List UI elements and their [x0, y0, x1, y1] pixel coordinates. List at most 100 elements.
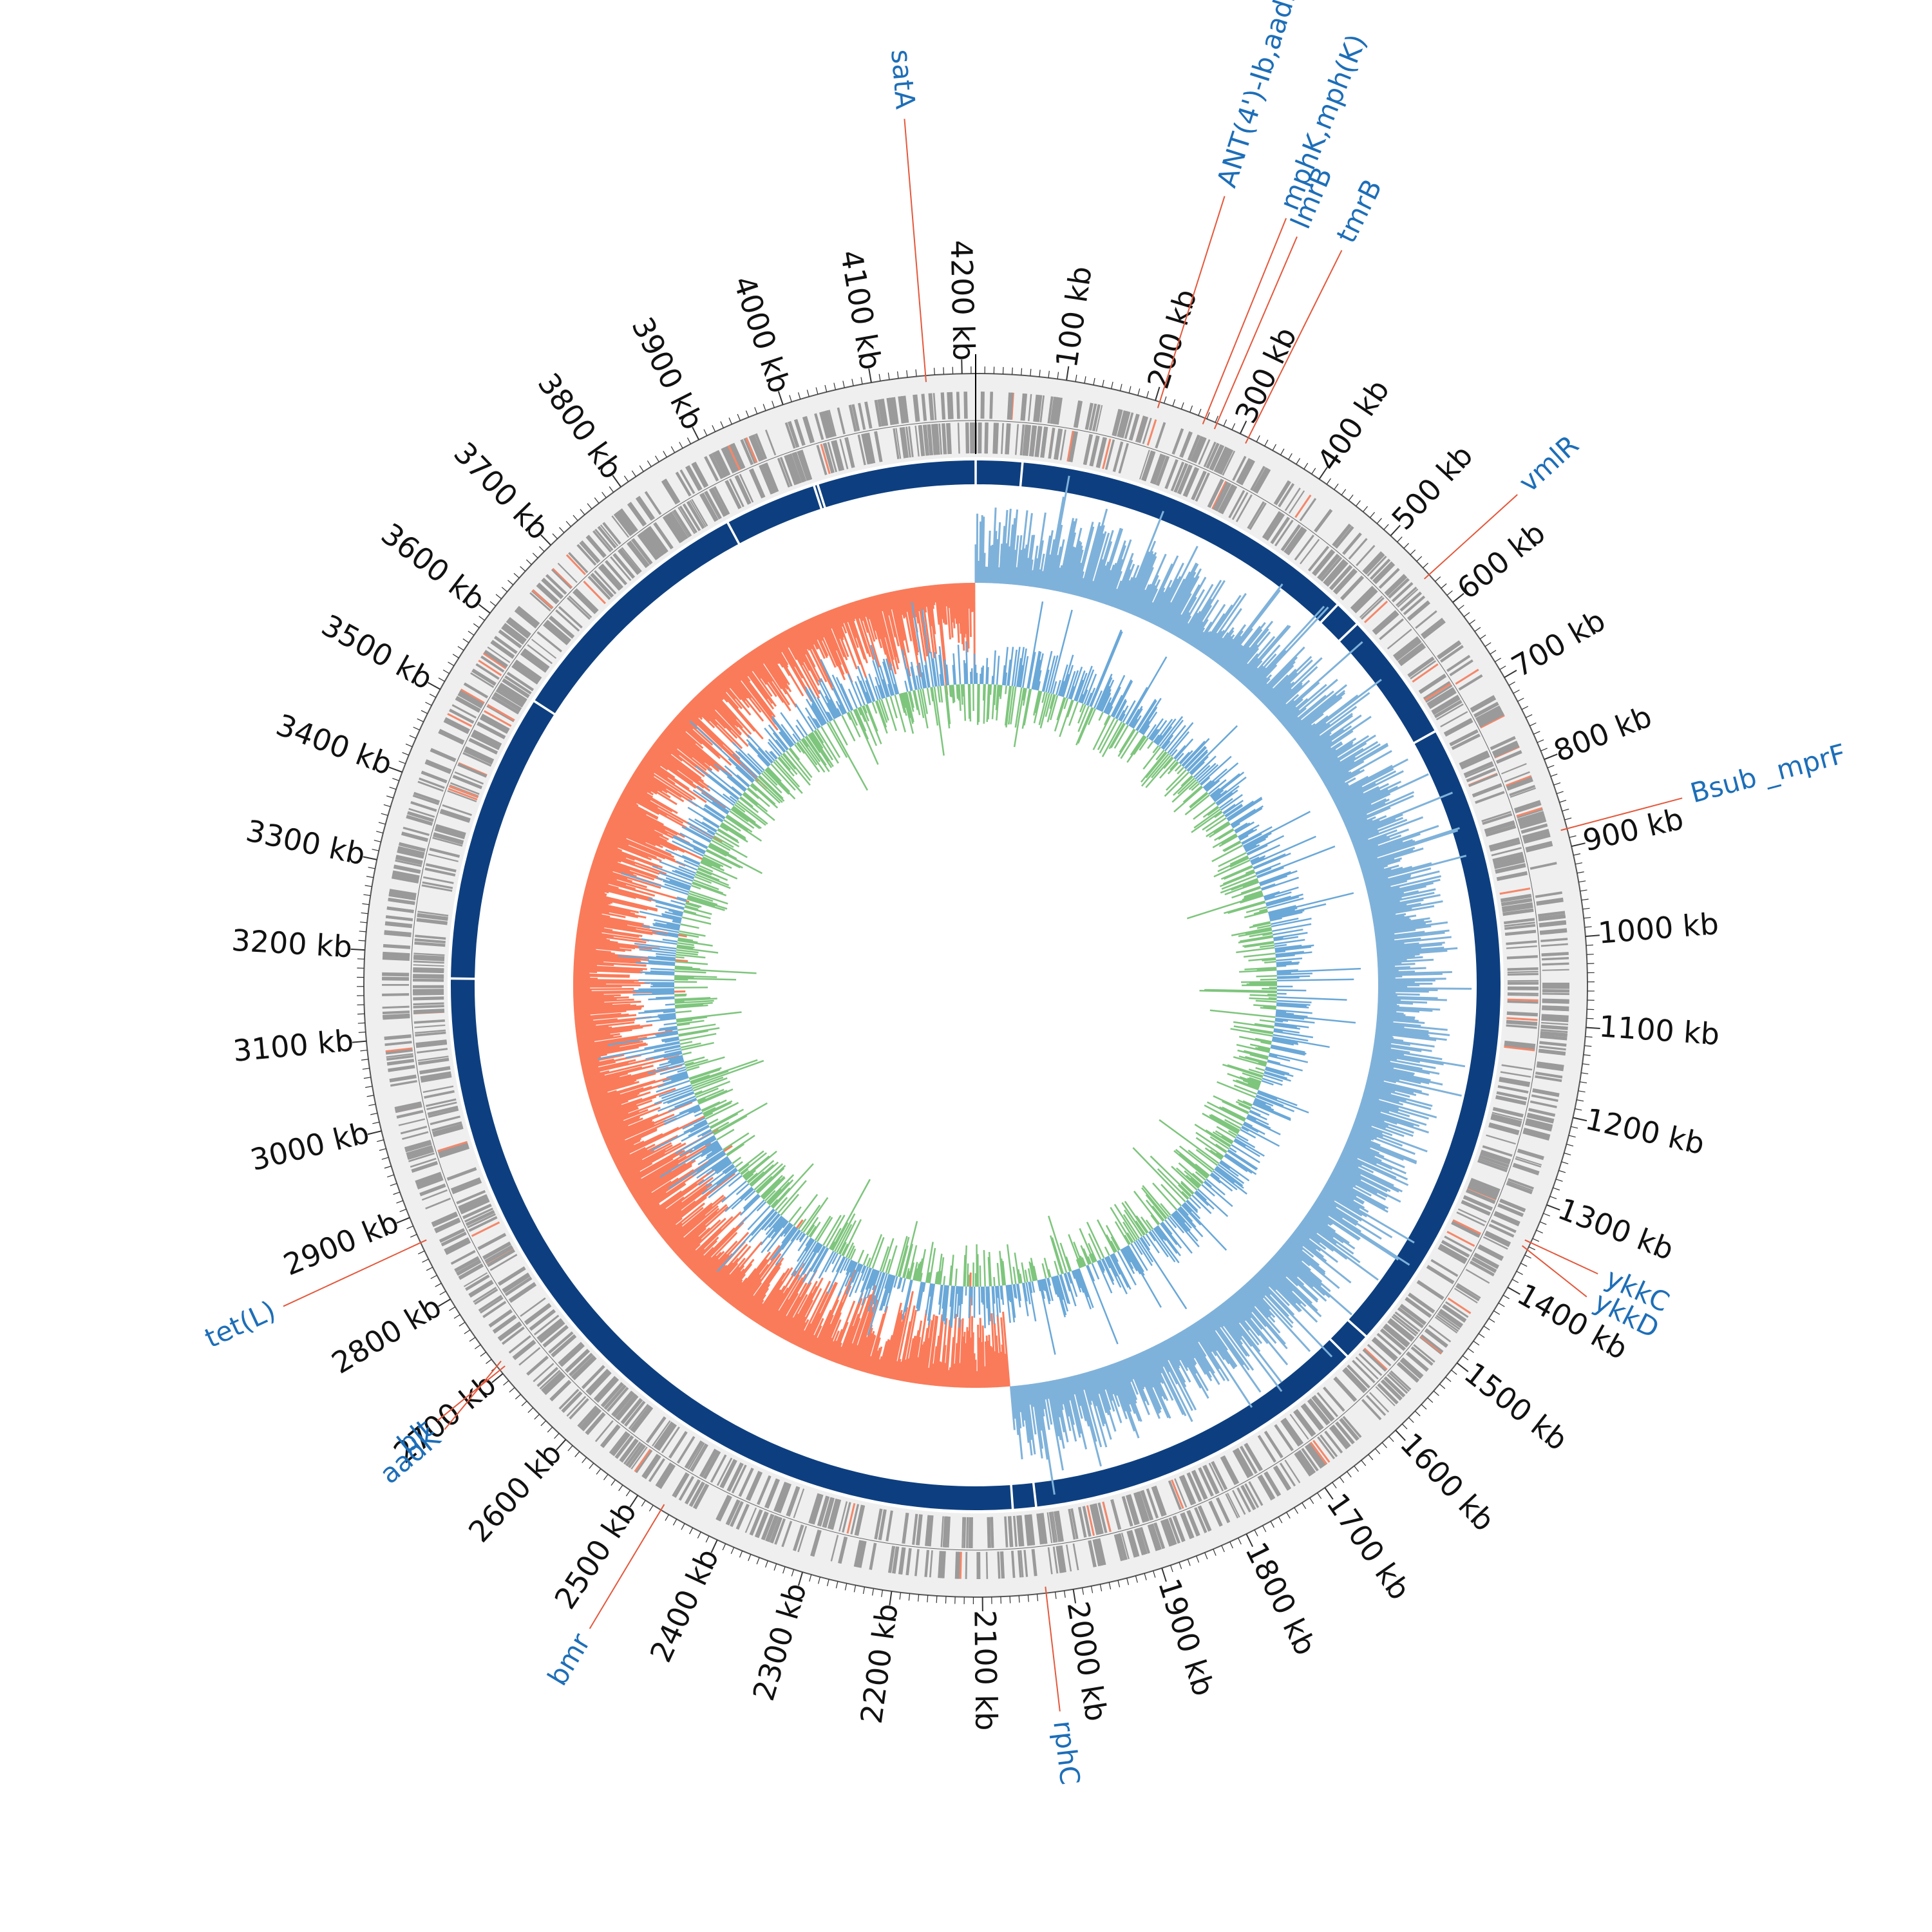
gc-skew-bar — [575, 1021, 635, 1030]
gc-skew-bar — [954, 1317, 961, 1388]
gc-skew-bar — [578, 920, 668, 936]
gc-skew-bar — [629, 1155, 687, 1191]
gc-skew-bar — [1294, 723, 1316, 741]
feature-bar — [1361, 1399, 1382, 1421]
feature-bar — [690, 1444, 708, 1472]
gc-content-bar — [1017, 647, 1025, 687]
gc-content-bar — [1182, 1204, 1227, 1251]
gc-content-bar — [1014, 687, 1023, 728]
feature-bar — [415, 1171, 442, 1184]
feature-bar — [449, 708, 475, 724]
gc-skew-bar — [596, 848, 667, 875]
gc-content-bar — [1151, 1205, 1165, 1222]
gc-skew-bar — [941, 1345, 947, 1387]
feature-bar — [1153, 1522, 1166, 1549]
gc-skew-bar — [1306, 725, 1352, 758]
gc-skew-bar — [793, 1321, 806, 1345]
gc-skew-bar — [887, 592, 893, 610]
gc-skew-bar — [638, 1177, 679, 1206]
gc-skew-bar — [651, 745, 700, 782]
feature-bar — [1490, 842, 1520, 852]
contig-segment — [535, 523, 739, 714]
feature-bar — [1307, 1400, 1328, 1426]
gc-content-bar — [1255, 1095, 1295, 1112]
feature-bar — [482, 1242, 511, 1260]
gc-skew-bar — [577, 927, 639, 938]
gc-content-bar — [1159, 759, 1177, 779]
feature-bar — [941, 1551, 946, 1578]
feature-bar — [512, 664, 539, 684]
gc-skew-bar — [1376, 1023, 1405, 1028]
feature-bar — [404, 1141, 432, 1151]
feature-bar — [1415, 610, 1437, 629]
feature-bar — [427, 1105, 459, 1116]
feature-bar — [723, 446, 738, 473]
gc-skew-bar — [574, 1004, 637, 1010]
gc-skew-bar — [1097, 1368, 1106, 1390]
gc-skew-bar — [1377, 958, 1407, 963]
feature-bar — [386, 906, 414, 913]
feature-bar — [1142, 451, 1156, 482]
feature-bar — [1121, 1532, 1130, 1560]
feature-bar — [549, 1379, 572, 1402]
gc-skew-bar — [1376, 1021, 1421, 1027]
gc-skew-bar — [573, 1001, 605, 1005]
feature-bar — [1119, 411, 1131, 439]
gc-content-bar — [1159, 1119, 1220, 1164]
feature-bar — [586, 1369, 611, 1394]
gc-skew-bar — [826, 1330, 840, 1360]
gc-skew-bar — [1377, 958, 1434, 964]
gc-content-bar — [966, 1263, 969, 1287]
feature-bar — [438, 1144, 469, 1156]
gc-skew-bar — [753, 649, 764, 665]
gc-skew-bar — [787, 629, 811, 672]
gc-content-bar — [1241, 826, 1273, 844]
feature-bar — [397, 847, 425, 856]
gc-skew-bar — [1155, 1345, 1171, 1373]
gc-skew-bar — [921, 1338, 930, 1385]
feature-bar — [415, 1174, 442, 1186]
gc-content-bar — [1222, 804, 1236, 814]
gc-content-bar — [1274, 1023, 1298, 1028]
feature-bar — [619, 1438, 638, 1463]
gc-skew-bar — [799, 1291, 829, 1349]
gc-skew-bar — [1218, 635, 1242, 666]
feature-bar — [651, 1420, 671, 1447]
gc-content-bar — [1097, 717, 1115, 750]
feature-bar — [1157, 456, 1170, 486]
gc-skew-bar — [1334, 1166, 1361, 1181]
gc-skew-bar — [576, 931, 614, 938]
gc-content-bar — [1250, 855, 1266, 864]
feature-bar — [1539, 916, 1566, 922]
gc-skew-bar — [634, 1159, 696, 1200]
gc-skew-bar — [1359, 1104, 1381, 1113]
gc-skew-bar — [1336, 1163, 1391, 1192]
feature-bar — [797, 1526, 808, 1553]
gc-content-bar — [1233, 1084, 1257, 1095]
gc-skew-bar — [808, 618, 828, 658]
feature-bar — [611, 515, 629, 538]
gc-skew-bar — [861, 599, 876, 642]
gc-content-bar — [1256, 968, 1277, 971]
gc-content-bar — [1236, 1135, 1256, 1148]
gc-content-bar — [1145, 1219, 1154, 1230]
feature-bar — [667, 513, 687, 541]
feature-bar — [886, 1510, 893, 1542]
feature-bar — [482, 1241, 511, 1258]
feature-bar — [571, 1355, 595, 1378]
feature-bar — [892, 397, 899, 424]
gc-content-bar — [987, 684, 991, 720]
gc-skew-bar — [1258, 665, 1294, 701]
gc-content-bar — [1132, 715, 1142, 729]
feature-bar — [940, 1516, 944, 1548]
gc-content-bar — [1274, 1018, 1289, 1022]
gc-skew-bar — [643, 757, 690, 790]
gc-skew-bar — [961, 1331, 966, 1388]
feature-bar — [1507, 992, 1539, 995]
gc-skew-bar — [1312, 1204, 1329, 1217]
feature-bar — [1332, 568, 1356, 594]
feature-bar — [1275, 1465, 1291, 1490]
gc-skew-bar — [987, 531, 991, 583]
gc-skew-bar — [1065, 527, 1083, 594]
gc-skew-bar — [576, 1024, 640, 1034]
